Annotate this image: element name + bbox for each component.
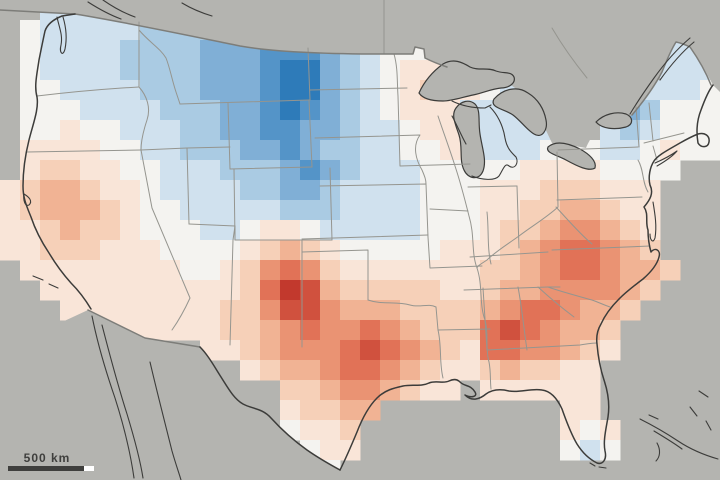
vancouver-island	[87, 0, 213, 20]
pacific-coastline	[22, 13, 92, 310]
puget-sound	[56, 16, 67, 54]
scale-bar-label: 500 km	[24, 451, 71, 465]
lake-huron	[492, 88, 547, 136]
scale-bar: 500 km	[8, 451, 94, 471]
mexico-border-west	[87, 309, 201, 348]
lake-superior	[418, 60, 515, 102]
cuba-coastline	[639, 418, 719, 460]
coastlines	[22, 0, 719, 480]
state-borders	[26, 0, 685, 390]
channel-islands	[32, 275, 59, 289]
international-borders	[0, 9, 712, 348]
bahamas-islands	[648, 390, 712, 462]
long-island	[654, 150, 678, 167]
baja-california-coastline	[91, 315, 182, 480]
great-lakes	[418, 60, 633, 179]
san-francisco-bay	[23, 193, 32, 206]
rio-grande-border	[199, 346, 341, 471]
canada-border-east	[631, 41, 712, 116]
green-bay	[451, 115, 467, 145]
lake-michigan	[453, 100, 486, 179]
florida-keys	[589, 462, 607, 469]
chesapeake-bay	[649, 201, 657, 242]
scale-bar-rule-end	[84, 466, 94, 471]
michigan-mitten-outline	[451, 100, 518, 180]
mexico-landmass	[60, 310, 344, 480]
lake-ontario	[595, 112, 633, 130]
scale-bar-rule	[8, 466, 84, 471]
gulf-atlantic-coastline	[339, 84, 714, 471]
st-lawrence-river	[629, 37, 695, 115]
canada-border	[0, 9, 448, 68]
